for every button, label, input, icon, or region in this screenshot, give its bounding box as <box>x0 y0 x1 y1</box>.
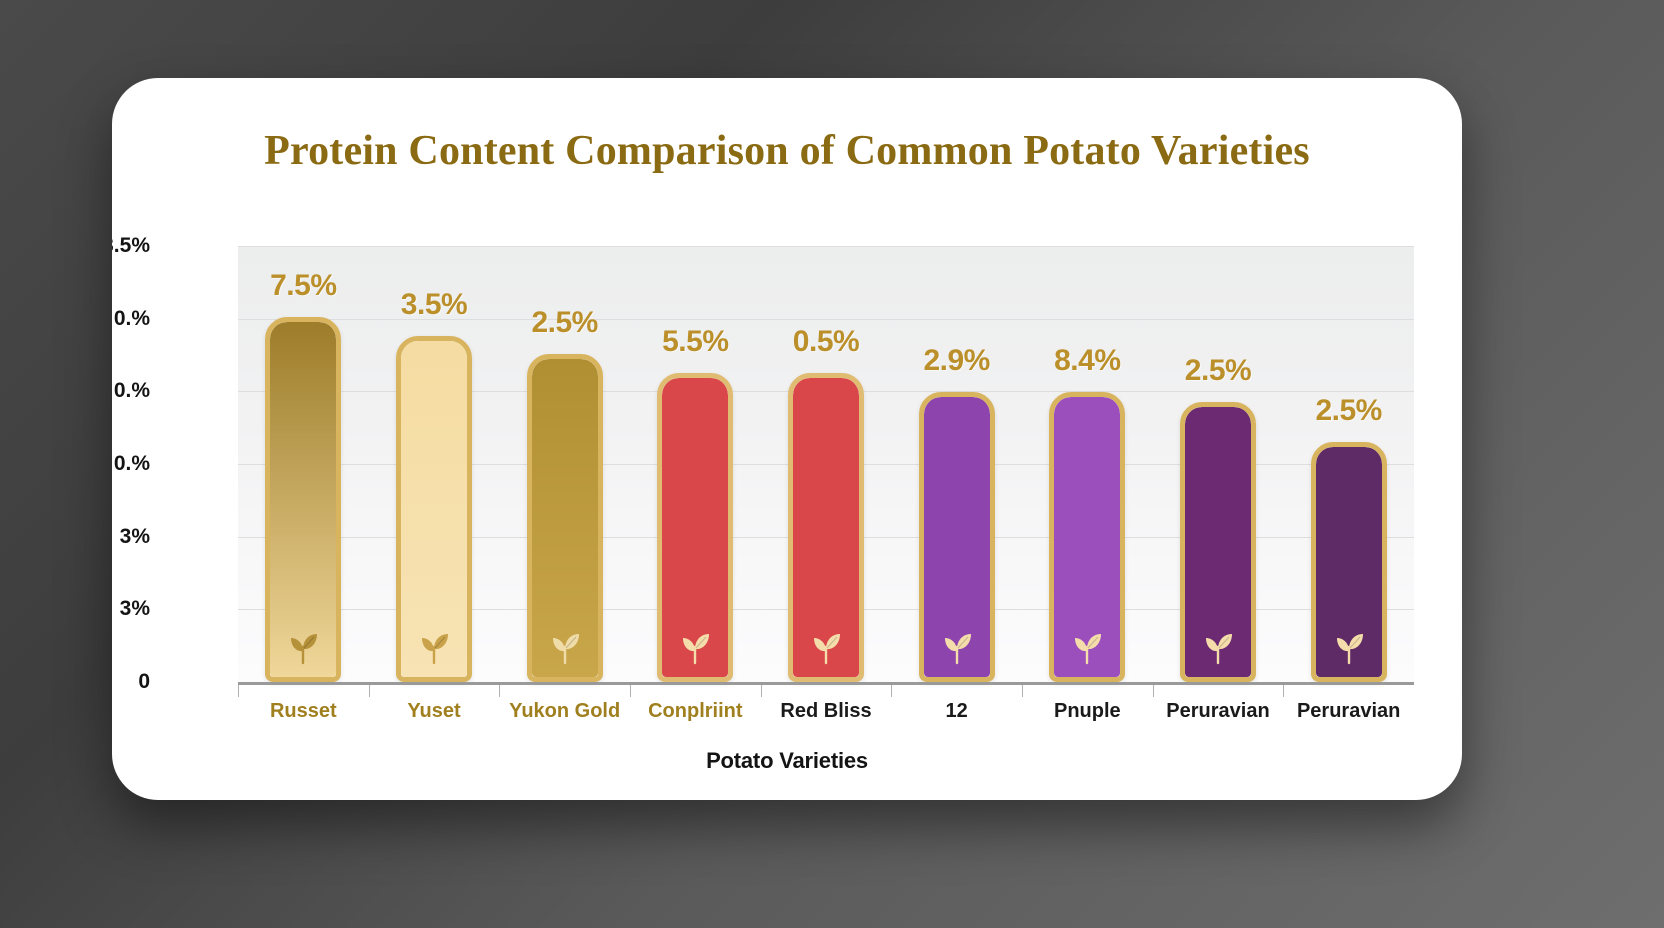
x-axis-tick-mark <box>630 685 631 697</box>
y-axis-tick-label: 3% <box>119 524 150 548</box>
bar-fill <box>401 340 467 677</box>
bar[interactable] <box>788 373 864 682</box>
x-axis-tick-mark <box>1283 685 1285 697</box>
bar-fill <box>1185 406 1251 677</box>
bar-value-label: 8.4% <box>1054 343 1121 377</box>
bar[interactable] <box>526 354 603 682</box>
y-axis-tick-label: 3% <box>119 597 150 621</box>
bar-value-label: 5.5% <box>662 325 729 359</box>
y-axis-tick-label: 0 <box>138 670 150 693</box>
bar-fill <box>270 322 337 677</box>
y-axis-tick-label: 3.5% <box>112 234 150 257</box>
bar-fill <box>1315 446 1382 677</box>
x-axis-tick-label: Russet <box>269 700 337 722</box>
x-axis-line <box>238 682 1414 685</box>
x-axis-tick-label: Conplriint <box>648 700 743 722</box>
x-axis-tick-mark <box>1152 685 1154 697</box>
x-axis-tick-label: Yuset <box>407 700 461 722</box>
x-axis-tick-mark <box>1022 685 1023 697</box>
bar-fill <box>923 396 990 677</box>
chart-card: Protein Content Comparison of Common Pot… <box>112 78 1462 800</box>
y-axis-tick-label: 0.% <box>113 452 150 475</box>
x-axis-tick-label: 12 <box>945 700 968 722</box>
bar-value-label: 3.5% <box>400 287 468 321</box>
bar[interactable] <box>918 391 995 682</box>
bar-value-label: 2.9% <box>923 343 990 377</box>
bar-value-label: 2.5% <box>1315 393 1382 427</box>
y-axis-tick-label: 0.% <box>113 379 150 403</box>
chart-title: Protein Content Comparison of Common Pot… <box>264 128 1310 174</box>
bar-fill <box>531 359 598 677</box>
x-axis-tick-label: Red Bliss <box>780 700 872 722</box>
bar-fill <box>1054 396 1121 677</box>
bar[interactable] <box>657 373 734 682</box>
bar-value-label: 7.5% <box>270 269 337 302</box>
x-axis-tick-label: Peruravian <box>1296 700 1401 722</box>
x-axis-tick-label: Peruravian <box>1166 700 1270 722</box>
bar[interactable] <box>1310 441 1387 682</box>
x-axis-tick-mark <box>368 685 370 697</box>
bar-fill <box>793 378 859 677</box>
y-axis-tick-label: 0.% <box>113 306 150 330</box>
bar[interactable] <box>396 335 472 682</box>
gridline <box>238 246 1414 247</box>
bar[interactable] <box>1049 391 1126 682</box>
bar[interactable] <box>265 317 342 682</box>
x-axis-title: Potato Varieties <box>706 748 868 773</box>
x-axis-tick-mark <box>891 685 893 697</box>
bar-value-label: 2.5% <box>531 306 598 340</box>
bar[interactable] <box>1180 401 1256 682</box>
x-axis-tick-mark <box>499 685 501 697</box>
gridline <box>238 318 1414 320</box>
x-axis-tick-mark <box>760 685 762 697</box>
plot-area <box>238 246 1414 682</box>
x-axis-tick-label: Yukon Gold <box>509 700 621 722</box>
bar-value-label: 0.5% <box>792 325 860 359</box>
x-axis-tick-label: Pnuple <box>1053 700 1121 722</box>
bar-fill <box>662 378 729 677</box>
bar-value-label: 2.5% <box>1184 353 1252 387</box>
x-axis-tick-mark <box>238 685 239 697</box>
